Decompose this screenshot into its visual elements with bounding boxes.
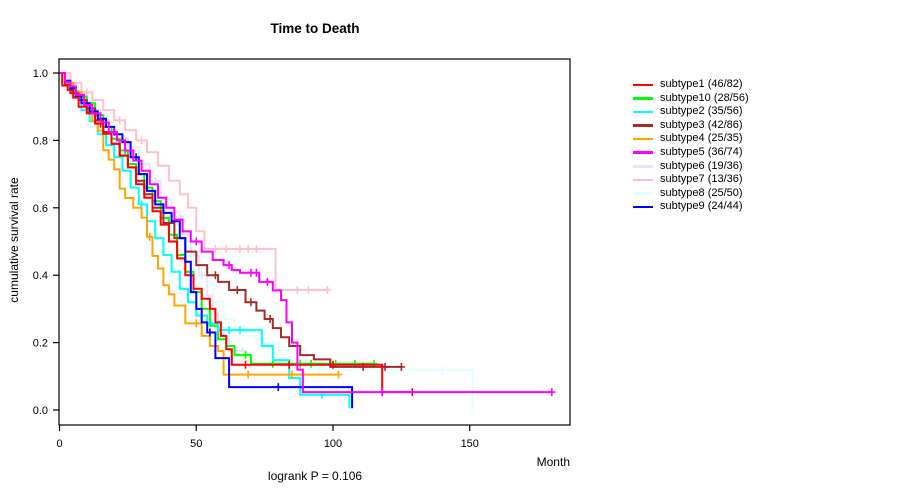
legend-item: subtype4 (25/35) — [633, 132, 749, 146]
legend-item: subtype2 (35/56) — [633, 105, 749, 119]
legend-label: subtype9 (24/44) — [660, 200, 743, 213]
x-tick-label: 100 — [324, 438, 342, 450]
legend-item: subtype7 (13/36) — [633, 173, 749, 187]
km-curve-subtype9 — [59, 72, 354, 409]
legend-swatch-line — [633, 178, 653, 182]
y-axis-title: cumulative survival rate — [7, 177, 21, 303]
legend-item: subtype3 (42/86) — [633, 119, 749, 133]
legend-item: subtype1 (46/82) — [633, 78, 749, 92]
x-tick-label: 0 — [56, 438, 62, 450]
km-curve-subtype10 — [59, 72, 374, 365]
legend-swatch-line — [633, 192, 653, 195]
km-curve-subtype3 — [59, 72, 402, 368]
legend-label: subtype5 (36/74) — [660, 145, 743, 158]
legend-label: subtype10 (28/56) — [660, 91, 749, 104]
legend-item: subtype9 (24/44) — [633, 200, 749, 214]
censor-marks-subtype9 — [132, 153, 282, 392]
y-tick-label: 0.2 — [33, 338, 48, 350]
legend-label: subtype1 (46/82) — [660, 78, 743, 90]
legend-swatch-line — [633, 110, 653, 114]
legend-label: subtype2 (35/56) — [660, 105, 743, 118]
legend-label: subtype7 (13/36) — [660, 173, 743, 186]
km-curve-subtype8 — [59, 72, 474, 409]
y-tick-label: 0.4 — [33, 270, 48, 282]
legend-label: subtype8 (25/50) — [660, 186, 743, 199]
censor-marks-subtype1 — [97, 119, 416, 397]
chart-title: Time to Death — [270, 21, 360, 36]
km-curve-subtype1 — [59, 72, 413, 394]
legend: subtype1 (46/82) subtype10 (28/56) subtype… — [633, 78, 749, 214]
plot-box — [58, 58, 571, 426]
y-tick-label: 0.8 — [33, 135, 48, 147]
censor-marks-subtype5 — [110, 128, 556, 397]
y-tick-label: 0.6 — [33, 203, 48, 215]
legend-label: subtype6 (19/36) — [660, 159, 743, 172]
x-axis-title: Month — [536, 455, 570, 469]
legend-swatch-line — [633, 97, 653, 100]
y-tick-label: 1.0 — [33, 68, 48, 80]
censor-marks-subtype10 — [121, 146, 378, 368]
x-tick-label: 50 — [190, 438, 202, 450]
km-curve-subtype5 — [59, 72, 552, 394]
y-tick-label: 0.0 — [33, 405, 48, 417]
legend-item: subtype8 (25/50) — [633, 187, 749, 201]
legend-swatch-line — [633, 124, 653, 127]
km-curve-subtype7 — [59, 72, 328, 291]
legend-swatch-line — [633, 205, 653, 209]
legend-swatch-line — [633, 83, 653, 87]
logrank-annotation: logrank P = 0.106 — [267, 469, 363, 483]
legend-label: subtype3 (42/86) — [660, 118, 743, 131]
legend-item: subtype10 (28/56) — [633, 92, 749, 106]
legend-swatch-line — [633, 165, 653, 168]
censor-marks-subtype4 — [146, 232, 342, 379]
legend-label: subtype4 (25/35) — [660, 132, 743, 145]
km-curve-subtype2 — [59, 72, 351, 409]
legend-item: subtype6 (19/36) — [633, 160, 749, 174]
x-tick-label: 150 — [461, 438, 479, 450]
censor-marks-subtype7 — [83, 88, 331, 294]
legend-swatch-line — [633, 151, 653, 155]
legend-item: subtype5 (36/74) — [633, 146, 749, 160]
legend-swatch-line — [633, 137, 653, 141]
